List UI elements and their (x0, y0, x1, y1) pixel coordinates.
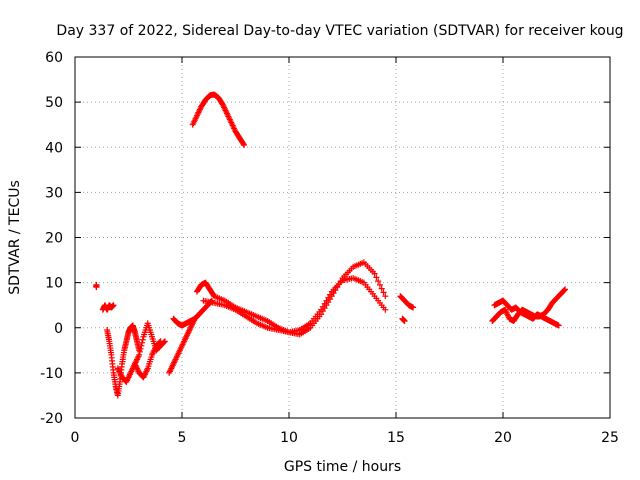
data-point (110, 302, 117, 309)
data-point (318, 306, 325, 313)
data-point (323, 297, 330, 304)
data-point (378, 285, 385, 292)
data-point (139, 339, 146, 346)
x-tick-label: 5 (178, 430, 187, 446)
data-point (327, 291, 334, 298)
x-tick-label: 20 (494, 430, 512, 446)
data-point (561, 287, 568, 294)
y-tick-label: 60 (45, 50, 63, 66)
data-point (156, 339, 163, 346)
data-marks (93, 91, 569, 399)
data-point (138, 342, 145, 349)
y-tick-label: 40 (45, 140, 63, 156)
data-point (401, 317, 408, 324)
y-axis-label: SDTVAR / TECUs (7, 180, 23, 295)
data-point (241, 141, 248, 148)
data-point (382, 293, 389, 300)
data-point (136, 348, 143, 355)
data-point (376, 281, 383, 288)
data-point (410, 304, 417, 311)
y-tick-label: -20 (40, 411, 63, 427)
data-point (136, 351, 143, 358)
data-point (191, 315, 198, 322)
data-point (93, 284, 100, 291)
data-point (375, 278, 382, 285)
x-tick-label: 15 (387, 430, 405, 446)
x-axis-label: GPS time / hours (284, 459, 401, 475)
grid (75, 57, 610, 418)
y-tick-label: 0 (54, 321, 63, 337)
chart-title: Day 337 of 2022, Sidereal Day-to-day VTE… (56, 23, 623, 39)
data-point (382, 306, 389, 313)
x-tick-label: 0 (71, 430, 80, 446)
data-point (562, 286, 569, 293)
data-point (157, 338, 164, 345)
x-tick-label: 10 (280, 430, 298, 446)
x-tick-label: 25 (601, 430, 619, 446)
data-point (240, 140, 247, 147)
y-tick-label: 20 (45, 231, 63, 247)
data-point (373, 274, 380, 281)
ticks: 0 5 10 15 20 25 -20 -10 0 10 20 30 40 50 60 (40, 50, 619, 446)
data-point (325, 294, 332, 301)
data-point (321, 300, 328, 307)
data-point (139, 336, 146, 343)
y-tick-label: 10 (45, 276, 63, 292)
data-point (137, 345, 144, 352)
data-point (319, 303, 326, 310)
data-point (371, 270, 378, 277)
data-point (380, 289, 387, 296)
y-tick-label: 50 (45, 95, 63, 111)
plot-frame (74, 56, 611, 419)
y-tick-label: -10 (40, 366, 63, 382)
data-point (555, 322, 562, 329)
y-tick-label: 30 (45, 185, 63, 201)
